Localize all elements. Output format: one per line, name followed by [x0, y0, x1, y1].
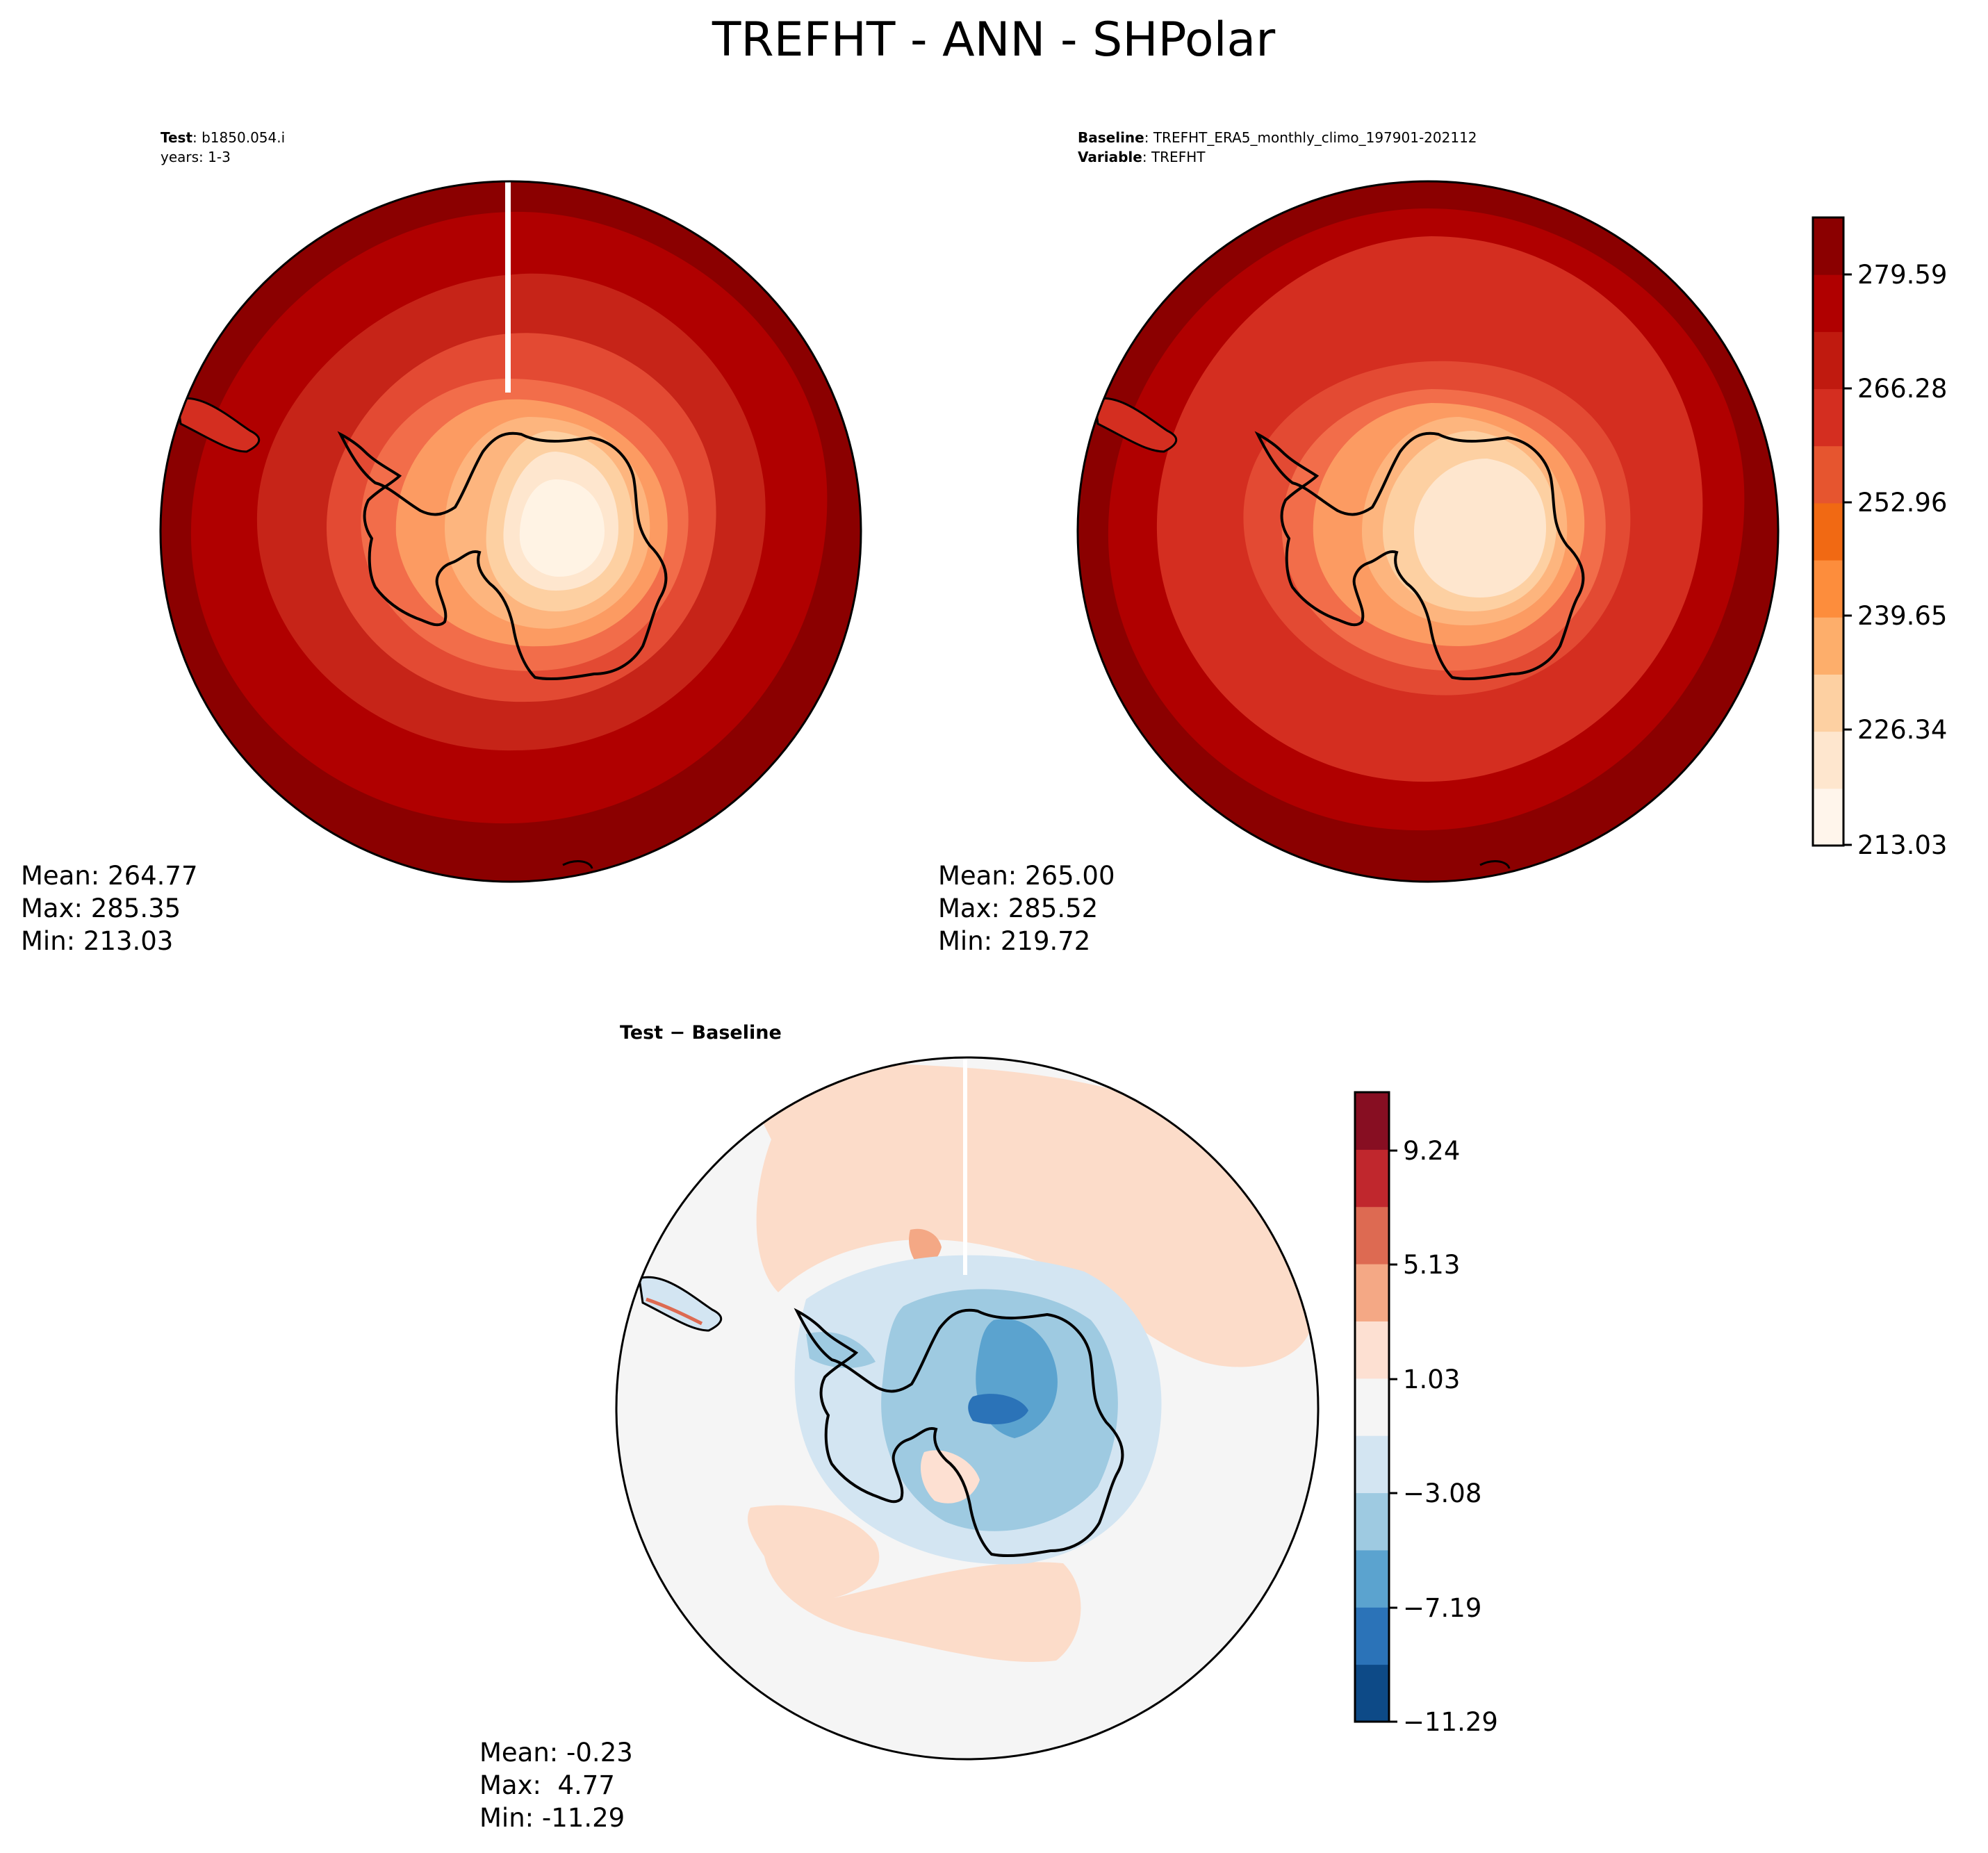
baseline-min: Min: 219.72	[938, 926, 1090, 956]
test-map	[161, 181, 861, 882]
colorbar-tick-label: 279.59	[1857, 260, 1947, 290]
colorbar-swatch	[1813, 388, 1843, 447]
colorbar-tick-label: −3.08	[1403, 1479, 1481, 1508]
baseline-mean: Mean: 265.00	[938, 861, 1115, 891]
colorbar-swatch	[1355, 1149, 1389, 1208]
colorbar-swatch	[1813, 731, 1843, 789]
colorbar-swatch	[1813, 617, 1843, 675]
baseline-map-boundary	[1076, 180, 1780, 883]
colorbar-swatch	[1813, 445, 1843, 504]
colorbar-tick-label: 252.96	[1857, 488, 1947, 518]
diff-label: Test − Baseline	[620, 1022, 782, 1044]
test-label: Test: b1850.054.i	[161, 129, 285, 146]
colorbar-swatch	[1355, 1607, 1389, 1665]
diff-mean: Mean: -0.23	[479, 1738, 633, 1768]
colorbar-swatch	[1355, 1549, 1389, 1608]
colorbar-tick-label: 1.03	[1403, 1365, 1460, 1394]
baseline-panel: Baseline: TREFHT_ERA5_monthly_climo_1979…	[938, 129, 1947, 956]
colorbar-main-frame	[1812, 216, 1845, 847]
baseline-variable: Variable: TREFHT	[1078, 149, 1206, 165]
colorbar-swatch	[1355, 1264, 1389, 1321]
colorbar-tick-label: 5.13	[1403, 1250, 1460, 1280]
colorbar-diff: 9.24 5.13 1.03 −3.08 −7.19 −11.29	[1354, 1091, 1498, 1737]
colorbar-swatch	[1355, 1321, 1389, 1379]
colorbar-swatch	[1813, 788, 1843, 846]
figure-title: TREFHT - ANN - SHPolar	[712, 13, 1275, 67]
colorbar-swatch	[1355, 1492, 1389, 1551]
test-min: Min: 213.03	[21, 926, 173, 956]
colorbar-swatch	[1355, 1378, 1389, 1436]
test-panel: Test: b1850.054.i years: 1-3 Mean: 264.7…	[21, 129, 862, 956]
baseline-map	[1078, 181, 1778, 882]
colorbar-swatch	[1813, 274, 1843, 332]
test-years: years: 1-3	[161, 149, 231, 165]
diff-min: Min: -11.29	[479, 1803, 625, 1833]
colorbar-tick-label: −11.29	[1403, 1707, 1498, 1737]
colorbar-main-ticks: 279.59 266.28 252.96 239.65 226.34 213.03	[1843, 260, 1947, 860]
colorbar-swatch	[1813, 560, 1843, 618]
colorbar-main: 279.59 266.28 252.96 239.65 226.34 213.03	[1812, 216, 1947, 860]
colorbar-tick-label: 213.03	[1857, 830, 1947, 860]
colorbar-tick-label: 239.65	[1857, 601, 1947, 631]
diff-max: Max: 4.77	[479, 1770, 615, 1800]
colorbar-diff-frame	[1354, 1091, 1390, 1723]
colorbar-swatch	[1813, 217, 1843, 275]
diff-map	[616, 1057, 1318, 1759]
test-map-boundary	[159, 180, 862, 883]
colorbar-tick-label: −7.19	[1403, 1593, 1481, 1623]
colorbar-main-swatches	[1813, 217, 1843, 846]
diff-panel: Test − Baseline Mean: -0.23 Max: 4.77 Mi…	[479, 1022, 1498, 1833]
colorbar-tick-label: 9.24	[1403, 1136, 1460, 1166]
colorbar-swatch	[1813, 331, 1843, 390]
colorbar-swatch	[1355, 1206, 1389, 1265]
colorbar-tick-label: 226.34	[1857, 715, 1947, 745]
colorbar-swatch	[1813, 502, 1843, 561]
colorbar-swatch	[1355, 1664, 1389, 1722]
colorbar-diff-swatches	[1355, 1092, 1389, 1722]
colorbar-diff-ticks: 9.24 5.13 1.03 −3.08 −7.19 −11.29	[1389, 1136, 1498, 1737]
test-max: Max: 285.35	[21, 893, 181, 923]
baseline-max: Max: 285.52	[938, 893, 1098, 923]
colorbar-swatch	[1813, 674, 1843, 732]
colorbar-swatch	[1355, 1092, 1389, 1150]
colorbar-tick-label: 266.28	[1857, 374, 1947, 404]
test-mean: Mean: 264.77	[21, 861, 198, 891]
baseline-label: Baseline: TREFHT_ERA5_monthly_climo_1979…	[1078, 129, 1477, 146]
colorbar-swatch	[1355, 1435, 1389, 1494]
diff-map-boundary	[615, 1056, 1320, 1761]
